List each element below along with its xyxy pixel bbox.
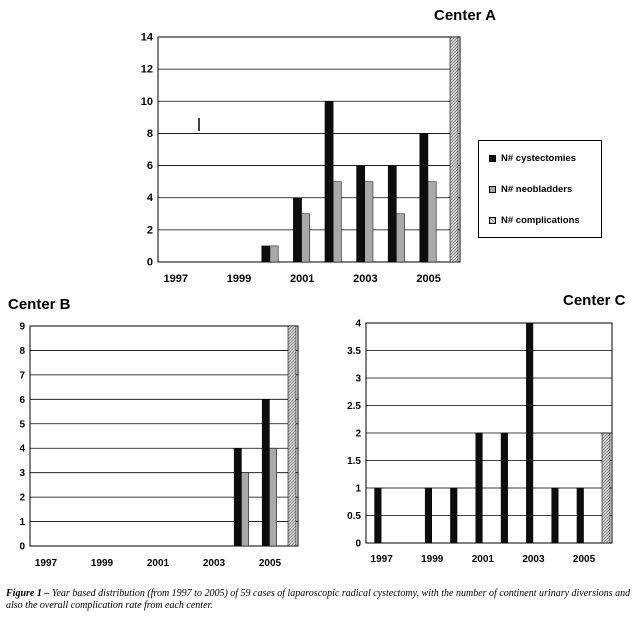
legend-center-a: N# cystectomies N# neobladders N# compli…	[478, 140, 602, 238]
y-tick-label: 8	[19, 346, 25, 357]
legend-item-cystectomies: N# cystectomies	[489, 153, 576, 164]
bar-cystectomies	[526, 322, 534, 544]
y-tick-label: 1	[355, 484, 361, 495]
y-tick-label: 0.5	[347, 511, 361, 522]
y-tick-label: 2.5	[347, 401, 361, 412]
y-tick-label: 0	[147, 257, 153, 269]
bar-neobladders	[427, 181, 437, 263]
bar-cystectomies	[419, 133, 429, 263]
legend-swatch-neobladders	[489, 186, 496, 193]
bar-cystectomies	[387, 165, 397, 263]
legend-swatch-complications	[489, 217, 496, 224]
y-tick-label: 2	[355, 429, 361, 440]
y-tick-label: 4	[355, 319, 361, 330]
bar-neobladders	[364, 181, 374, 263]
bar-cystectomies	[424, 487, 432, 544]
y-tick-label: 3	[355, 374, 361, 385]
plot-frame	[365, 322, 613, 544]
legend-item-complications: N# complications	[489, 215, 580, 226]
bar-neobladders	[396, 213, 405, 263]
y-tick-label: 6	[147, 160, 153, 172]
y-tick-label: 12	[141, 64, 153, 76]
bar-neobladders	[269, 245, 279, 263]
y-tick-label: 7	[19, 370, 25, 381]
bar-cystectomies	[233, 447, 242, 547]
chart-title-center-b: Center B	[8, 296, 71, 313]
bar-cystectomies	[293, 197, 302, 263]
y-tick-label: 1	[19, 517, 25, 528]
figure-caption: Figure 1 – Year based distribution (from…	[6, 588, 636, 612]
y-tick-label: 1.5	[347, 456, 361, 467]
y-tick-label: 0	[19, 542, 25, 553]
bar-cystectomies	[261, 245, 271, 263]
y-tick-label: 3.5	[347, 346, 361, 357]
caption-label: Figure 1 –	[6, 588, 50, 599]
x-tick-label: 2005	[416, 273, 440, 285]
chart-2: 0 1 2 3 4 5 6 7 8 9 1997 1999 2001 2003 2005	[19, 322, 299, 569]
x-tick-label: 1997	[164, 273, 188, 285]
bar-complications	[287, 325, 297, 547]
bar-neobladders	[241, 472, 249, 547]
y-tick-label: 3	[19, 468, 25, 479]
y-tick-label: 5	[19, 419, 25, 430]
legend-swatch-cystectomies	[489, 155, 496, 162]
bar-cystectomies	[500, 432, 508, 544]
y-tick-label: 0	[355, 539, 361, 550]
y-tick-label: 8	[147, 128, 153, 140]
y-tick-label: 14	[141, 32, 154, 44]
bar-cystectomies	[374, 487, 382, 544]
x-tick-label: 2001	[147, 558, 170, 569]
x-tick-label: 2003	[353, 273, 377, 285]
legend-label-complications: N# complications	[501, 215, 580, 226]
x-tick-label: 2005	[259, 558, 282, 569]
bar-complications	[449, 36, 459, 263]
bar-cystectomies	[324, 101, 334, 263]
bar-cystectomies	[450, 487, 458, 544]
bar-cystectomies	[551, 487, 559, 544]
y-tick-label: 2	[147, 224, 153, 236]
bar-cystectomies	[475, 432, 483, 544]
chart-3: 0 0.5 1 1.5 2 2.5 3 3.5 4 1997 1999 2001 2003 2005	[347, 319, 613, 565]
x-tick-label: 2003	[522, 554, 545, 565]
y-tick-label: 10	[141, 96, 153, 108]
x-tick-label: 1999	[91, 558, 114, 569]
legend-label-neobladders: N# neobladders	[501, 184, 573, 195]
legend-item-neobladders: N# neobladders	[489, 184, 572, 195]
x-tick-label: 1997	[35, 558, 58, 569]
bar-complications	[601, 432, 611, 544]
x-tick-label: 2001	[290, 273, 314, 285]
x-tick-label: 1999	[421, 554, 444, 565]
y-tick-label: 4	[19, 444, 25, 455]
x-tick-label: 2005	[573, 554, 596, 565]
y-tick-label: 2	[19, 493, 25, 504]
bar-neobladders	[301, 213, 311, 263]
caption-text: Year based distribution (from 1997 to 20…	[6, 588, 631, 611]
plot-frame	[29, 325, 299, 547]
bar-cystectomies	[356, 165, 366, 263]
y-tick-label: 4	[147, 192, 154, 204]
bar-neobladders	[332, 181, 342, 263]
y-tick-label: 9	[19, 322, 25, 333]
y-tick-label: 6	[19, 395, 25, 406]
x-tick-label: 1999	[227, 273, 251, 285]
chart-1: 0 2 4 6 8 10 12 14 1997 1999 2001 2003 2005	[141, 32, 461, 285]
bar-cystectomies	[261, 399, 270, 547]
legend-label-cystectomies: N# cystectomies	[501, 153, 576, 164]
chart-title-center-c: Center C	[563, 292, 626, 309]
x-tick-label: 2001	[472, 554, 495, 565]
chart-title-center-a: Center A	[434, 7, 496, 24]
x-tick-label: 1997	[371, 554, 394, 565]
bar-cystectomies	[576, 487, 584, 544]
x-tick-label: 2003	[203, 558, 226, 569]
bar-neobladders	[269, 447, 277, 547]
